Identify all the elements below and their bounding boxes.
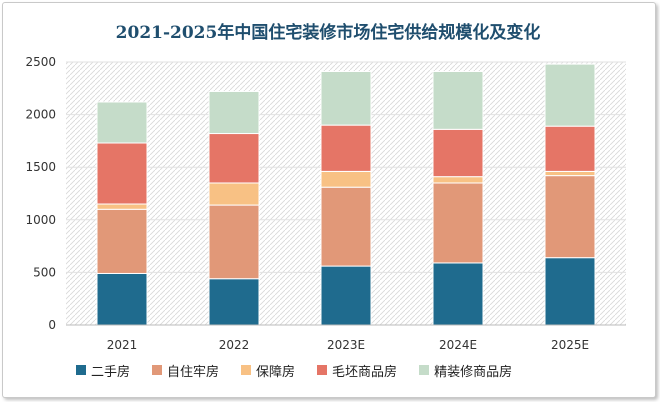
legend-item: 保障房 xyxy=(241,361,295,380)
legend-item: 毛坯商品房 xyxy=(317,361,397,380)
chart-title: 2021-2025年中国住宅装修市场住宅供给规模化及变化 xyxy=(115,23,541,43)
legend-label: 二手房 xyxy=(91,364,131,380)
y-tick-label: 2000 xyxy=(25,108,56,122)
bar-segment xyxy=(432,70,484,130)
bar-segment xyxy=(96,272,148,326)
bar-segment xyxy=(96,142,148,205)
bar-segment xyxy=(432,128,484,178)
legend-item: 自住牢房 xyxy=(152,361,219,380)
y-tick-label: 1500 xyxy=(25,160,56,174)
bar-segment xyxy=(432,176,484,184)
legend-label: 毛坯商品房 xyxy=(332,364,398,380)
bar-segment xyxy=(544,175,596,259)
y-tick-label: 500 xyxy=(33,265,56,279)
bar-segment xyxy=(320,170,372,188)
bar-segment xyxy=(544,257,596,326)
legend-item: 二手房 xyxy=(76,361,130,380)
bar-segment xyxy=(544,170,596,177)
bar-segment xyxy=(320,186,372,267)
legend-label: 自住牢房 xyxy=(167,364,220,380)
legend-swatch xyxy=(152,365,163,375)
legend: 二手房 自住牢房 保障房 毛坯商品房 精装修商品房 xyxy=(76,360,534,380)
legend-swatch xyxy=(241,365,252,375)
bar-segment xyxy=(96,101,148,144)
bar-segment xyxy=(320,70,372,126)
x-tick-label: 2024E xyxy=(439,338,477,352)
y-tick-label: 0 xyxy=(48,318,56,332)
bar-segment xyxy=(544,125,596,172)
x-tick-label: 2021 xyxy=(107,338,138,352)
y-tick-label: 2500 xyxy=(25,55,56,69)
bar-segment xyxy=(320,124,372,172)
legend-swatch xyxy=(419,365,430,375)
bar-segment xyxy=(208,90,260,135)
x-tick-label: 2023E xyxy=(327,338,365,352)
bar-segment xyxy=(208,204,260,280)
bar-segment xyxy=(208,182,260,206)
x-tick-label: 2025E xyxy=(551,338,589,352)
bar-segment xyxy=(432,262,484,326)
bar-segment xyxy=(208,133,260,184)
bar-segment xyxy=(208,278,260,326)
legend-swatch xyxy=(76,365,86,375)
bar-segment xyxy=(432,182,484,264)
legend-label: 保障房 xyxy=(256,364,296,380)
bar-segment xyxy=(320,265,372,326)
bar-segment xyxy=(96,208,148,274)
x-tick-label: 2022 xyxy=(219,338,250,352)
bar-segment xyxy=(544,63,596,127)
legend-swatch xyxy=(317,365,328,375)
y-tick-label: 1000 xyxy=(25,213,56,227)
bar-segment xyxy=(96,203,148,210)
legend-label: 精装修商品房 xyxy=(434,364,513,380)
legend-item: 精装修商品房 xyxy=(419,361,512,380)
